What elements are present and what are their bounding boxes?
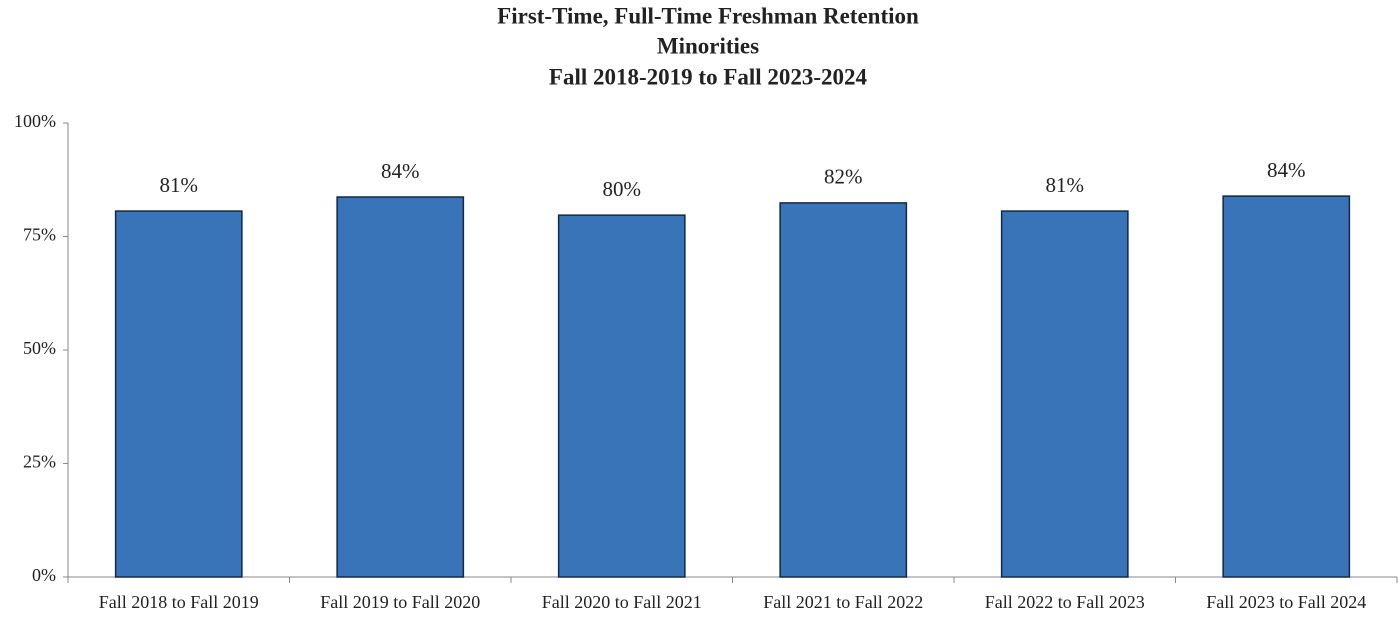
x-tick-label: Fall 2022 to Fall 2023 [985, 592, 1145, 612]
y-tick-label: 100% [14, 111, 56, 131]
x-tick-label: Fall 2023 to Fall 2024 [1206, 592, 1366, 612]
bar [114, 210, 243, 578]
y-tick-label: 0% [32, 565, 56, 585]
x-tick-label: Fall 2019 to Fall 2020 [320, 592, 480, 612]
data-label: 84% [1267, 158, 1306, 182]
chart-title: Fall 2018-2019 to Fall 2023-2024 [549, 64, 868, 89]
data-label: 81% [160, 173, 199, 197]
x-tick-label: Fall 2018 to Fall 2019 [99, 592, 259, 612]
y-tick-label: 75% [23, 225, 56, 245]
data-label: 82% [824, 165, 863, 189]
y-tick-label: 50% [23, 338, 56, 358]
x-tick-label: Fall 2021 to Fall 2022 [763, 592, 923, 612]
data-label: 81% [1046, 173, 1085, 197]
bar [1000, 210, 1129, 578]
bar [336, 196, 465, 578]
chart-title: Minorities [657, 33, 759, 58]
bar [557, 214, 686, 578]
chart-title: First-Time, Full-Time Freshman Retention [497, 3, 919, 28]
bar [779, 202, 908, 578]
data-label: 80% [603, 177, 642, 201]
bar [1222, 195, 1351, 578]
data-label: 84% [381, 159, 420, 183]
y-tick-label: 25% [23, 452, 56, 472]
x-tick-label: Fall 2020 to Fall 2021 [542, 592, 702, 612]
